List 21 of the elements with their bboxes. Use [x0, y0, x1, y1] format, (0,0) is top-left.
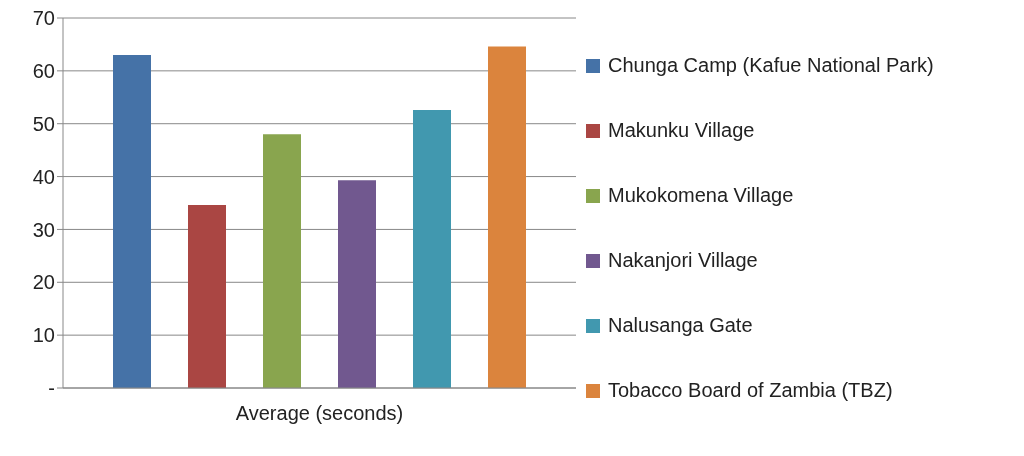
y-tick-label: 70 [32, 7, 55, 30]
y-tick-label: 20 [32, 271, 55, 294]
legend-label: Chunga Camp (Kafue National Park) [608, 54, 934, 77]
y-tick-label: 50 [32, 112, 55, 135]
bar [113, 55, 151, 388]
y-tick-label: 10 [32, 324, 55, 347]
bar [488, 46, 526, 388]
bar [188, 205, 226, 388]
legend-label: Tobacco Board of Zambia (TBZ) [608, 379, 893, 402]
y-tick-label: 60 [32, 59, 55, 82]
legend-label: Nakanjori Village [608, 249, 758, 272]
bar [338, 180, 376, 388]
y-tick-label: - [48, 377, 55, 400]
y-tick-label: 40 [32, 165, 55, 188]
bar [413, 109, 451, 388]
legend-label: Nalusanga Gate [608, 314, 753, 337]
legend-label: Mukokomena Village [608, 184, 794, 207]
y-tick-label: 30 [32, 218, 55, 241]
legend-label: Makunku Village [608, 119, 755, 142]
x-tick-label: Average (seconds) [235, 402, 404, 425]
bar [263, 134, 301, 388]
